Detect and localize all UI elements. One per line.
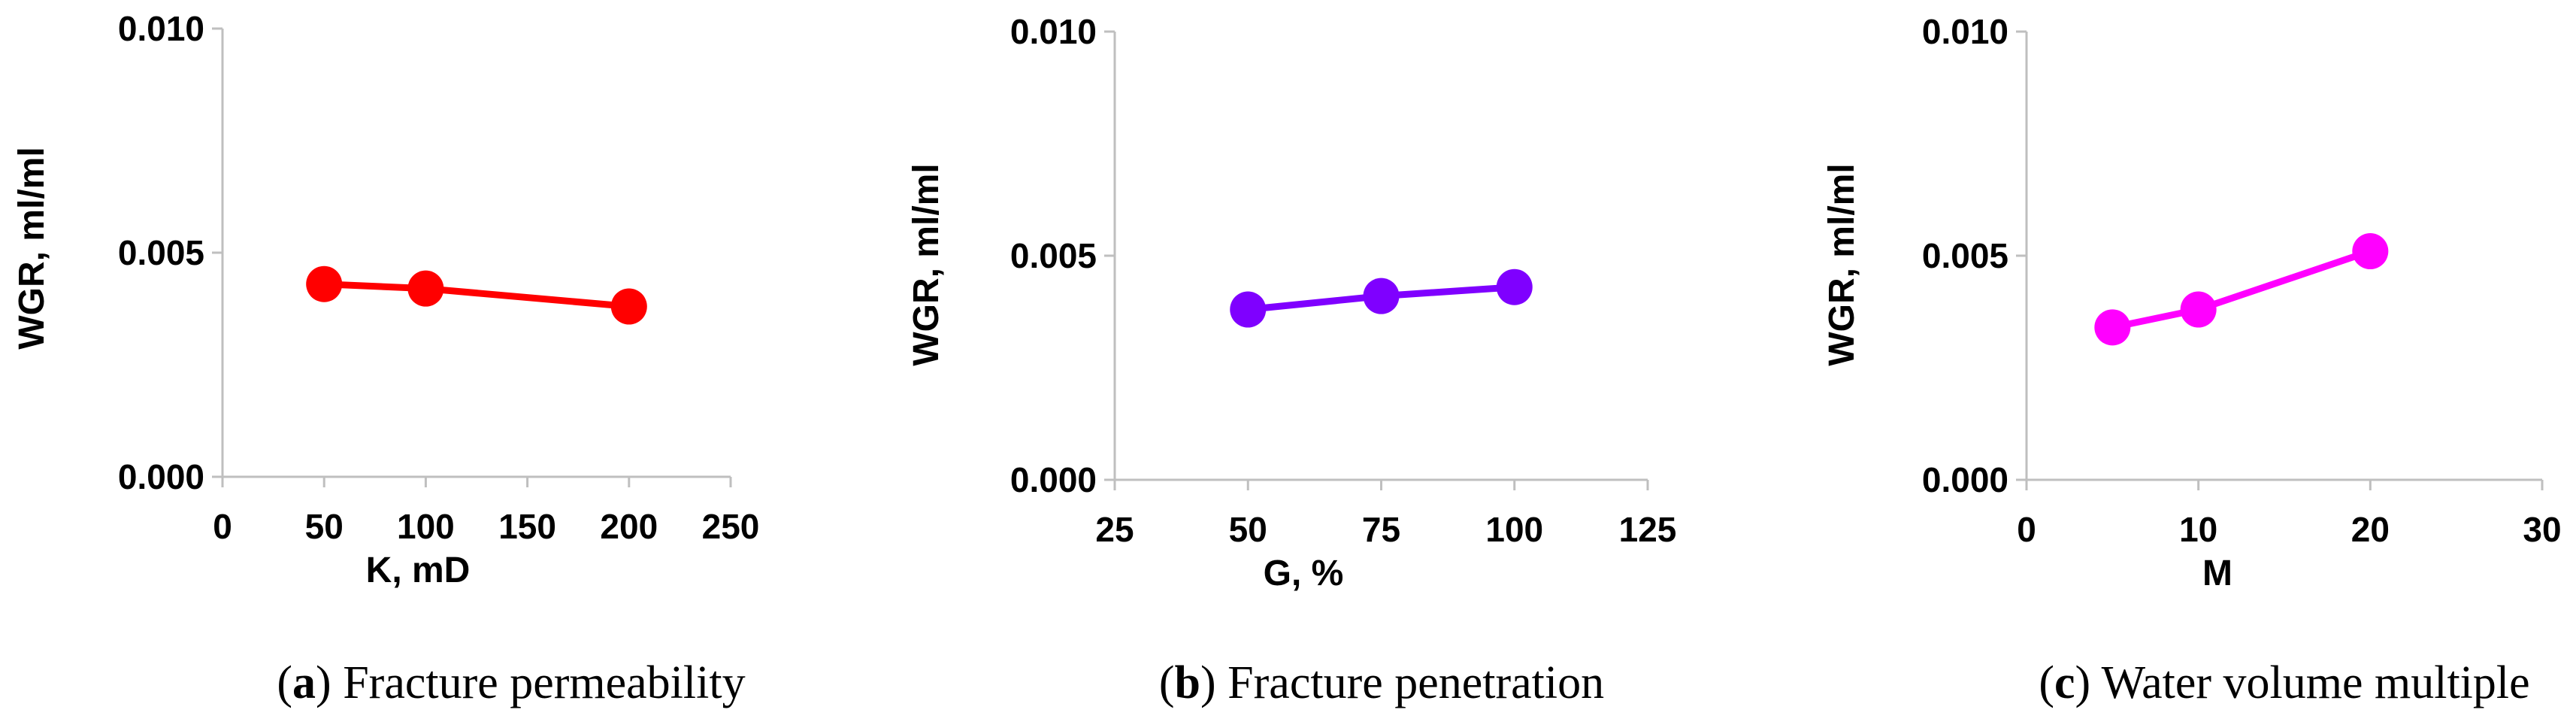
- y-tick-label: 0.000: [118, 457, 204, 496]
- y-tick-label: 0.010: [1010, 12, 1097, 51]
- y-tick-label: 0.010: [1922, 12, 2008, 51]
- x-tick-label: 50: [305, 507, 344, 546]
- y-tick-label: 0.005: [1010, 236, 1097, 275]
- x-axis-label: M: [2202, 554, 2232, 593]
- y-tick-label: 0.000: [1010, 460, 1097, 499]
- x-tick-label: 200: [600, 507, 658, 546]
- x-tick-label: 150: [498, 507, 556, 546]
- caption-text: Water volume multiple: [2102, 657, 2530, 708]
- x-tick-label: 0: [213, 507, 232, 546]
- data-point: [407, 270, 444, 307]
- y-axis-label: WGR, ml/ml: [12, 147, 52, 349]
- x-axis-label: K, mD: [366, 551, 471, 590]
- panel-caption: (c) Water volume multiple: [2039, 657, 2529, 708]
- x-axis-label: G, %: [1264, 554, 1344, 593]
- data-point: [2180, 291, 2217, 328]
- chart-panel-c: 0.000 0.005 0.010 0 10 20 30 M WGR, ml/ml (c) Wat…: [1822, 12, 2562, 708]
- caption-text: Fracture permeability: [343, 657, 745, 708]
- y-tick-label: 0.000: [1922, 460, 2008, 499]
- chart-panel-a: 0.000 0.005 0.010 0 50 100 150 200 250 K, mD WGR, …: [12, 9, 759, 708]
- x-tick-label: 20: [2351, 510, 2390, 549]
- x-tick-label: 100: [397, 507, 455, 546]
- y-axis-label: WGR, ml/ml: [907, 163, 946, 366]
- y-tick-label: 0.010: [118, 9, 204, 48]
- data-point: [306, 265, 343, 302]
- panel-letter: a: [292, 657, 316, 708]
- panel-caption: (b) Fracture penetration: [1159, 657, 1604, 708]
- x-tick-label: 10: [2179, 510, 2217, 549]
- data-point: [610, 288, 647, 325]
- data-point: [2094, 309, 2131, 346]
- x-tick-label: 100: [1485, 510, 1543, 549]
- data-point: [1230, 291, 1267, 328]
- y-tick-label: 0.005: [1922, 236, 2008, 275]
- x-tick-label: 250: [702, 507, 760, 546]
- x-tick-label: 30: [2523, 510, 2561, 549]
- panel-letter: b: [1175, 657, 1200, 708]
- panel-caption: (a) Fracture permeability: [277, 657, 745, 708]
- y-axis-label: WGR, ml/ml: [1822, 163, 1862, 366]
- x-tick-label: 75: [1362, 510, 1400, 549]
- panel-letter: c: [2054, 657, 2075, 708]
- x-tick-label: 50: [1229, 510, 1267, 549]
- data-point: [1496, 268, 1533, 305]
- series-line: [324, 281, 630, 311]
- x-tick-label: 125: [1619, 510, 1677, 549]
- data-point: [1363, 278, 1400, 314]
- caption-text: Fracture penetration: [1227, 657, 1604, 708]
- x-tick-label: 0: [2017, 510, 2036, 549]
- data-point: [2352, 233, 2389, 270]
- y-tick-label: 0.005: [118, 233, 204, 272]
- x-tick-label: 25: [1095, 510, 1134, 549]
- series-line: [2111, 247, 2372, 331]
- chart-panel-b: 0.000 0.005 0.010 25 50 75 100 125 G, % WGR, ml/m…: [907, 12, 1676, 708]
